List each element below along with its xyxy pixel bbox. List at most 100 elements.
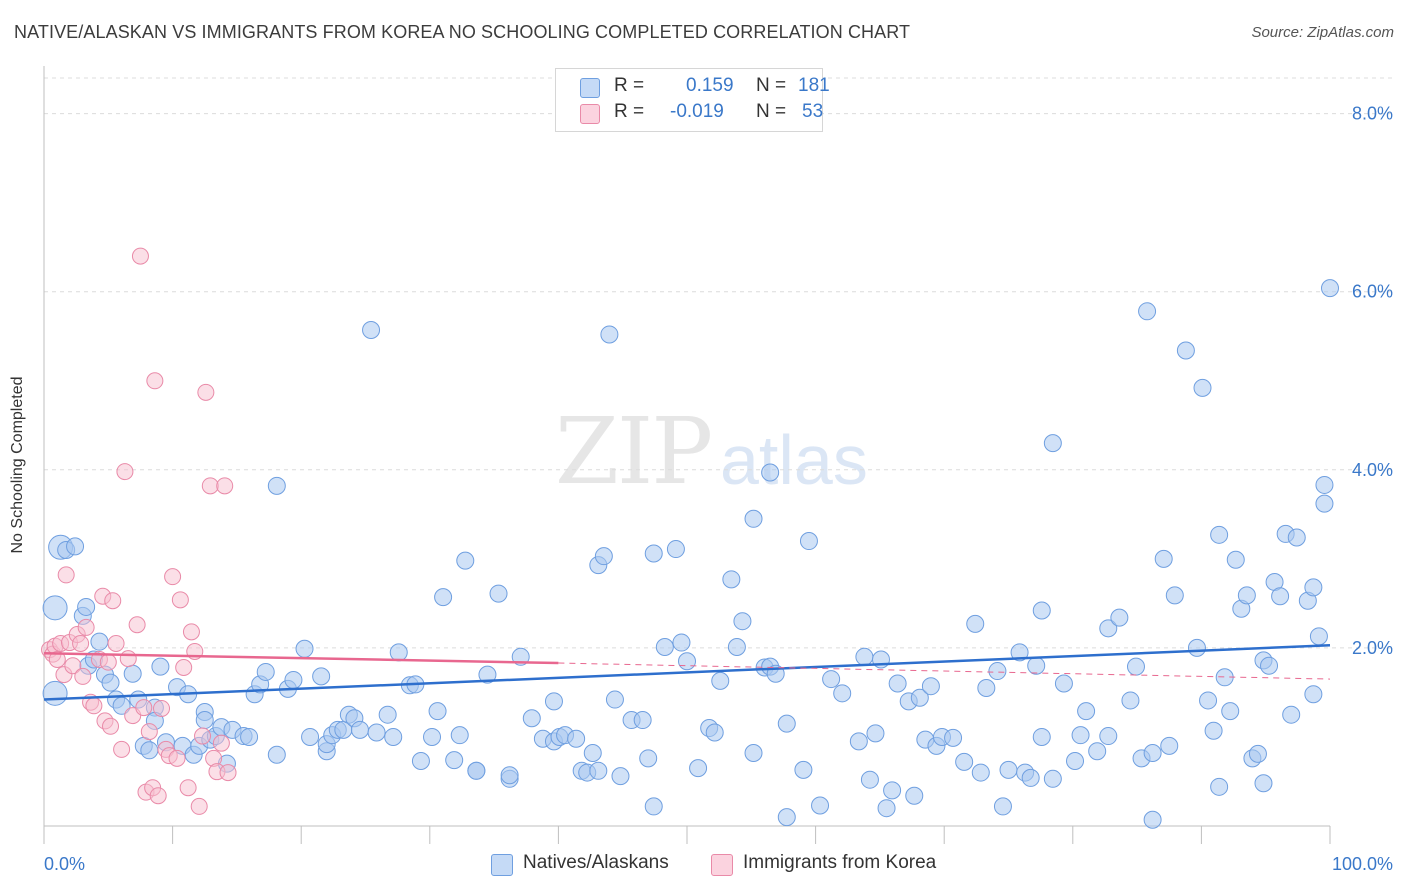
native-point: [1271, 587, 1290, 606]
korea-point: [85, 697, 103, 715]
native-point: [1043, 769, 1062, 788]
native-point: [1226, 550, 1245, 569]
native-point: [428, 702, 447, 721]
native-point: [284, 670, 303, 689]
native-point: [1021, 768, 1040, 787]
native-point: [434, 588, 453, 607]
korea-point: [99, 653, 117, 671]
native-point: [993, 797, 1012, 816]
korea-trend-extension: [558, 662, 1331, 680]
native-point: [267, 745, 286, 764]
native-point: [445, 751, 464, 770]
native-point: [1066, 751, 1085, 770]
native-point: [855, 647, 874, 666]
legend-r-value: 0.159: [686, 75, 734, 96]
korea-point: [104, 592, 122, 610]
native-point: [1054, 674, 1073, 693]
native-point: [1193, 378, 1212, 397]
native-point: [42, 680, 68, 706]
legend-swatch-natives: [580, 78, 600, 98]
korea-point: [64, 657, 82, 675]
native-point: [295, 639, 314, 658]
watermark-atlas: atlas: [720, 421, 868, 499]
native-point: [633, 711, 652, 730]
native-point: [1071, 726, 1090, 745]
korea-point: [128, 616, 146, 634]
native-point: [389, 643, 408, 662]
x-tick-label-max: 100.0%: [1332, 854, 1393, 874]
native-point: [1126, 657, 1145, 676]
native-point: [350, 720, 369, 739]
legend-swatch-korea: [580, 104, 600, 124]
korea-point: [212, 734, 230, 752]
native-point: [423, 727, 442, 746]
native-point: [1315, 494, 1334, 513]
native-point: [1187, 638, 1206, 657]
native-point: [1237, 586, 1256, 605]
bottom-legend-swatch-korea: [711, 854, 733, 876]
native-point: [1110, 608, 1129, 627]
native-point: [1248, 744, 1267, 763]
korea-point: [201, 477, 219, 495]
native-point: [267, 476, 286, 495]
korea-point: [194, 727, 212, 745]
native-point: [1143, 743, 1162, 762]
native-point: [90, 632, 109, 651]
native-point: [1121, 691, 1140, 710]
native-point: [1077, 702, 1096, 721]
native-point: [988, 662, 1007, 681]
y-tick-label: 8.0%: [1352, 104, 1393, 124]
native-point: [1309, 627, 1328, 646]
korea-point: [216, 477, 234, 495]
native-point: [955, 752, 974, 771]
native-point: [1138, 302, 1157, 321]
native-point: [594, 547, 613, 566]
korea-point: [74, 667, 92, 685]
native-point: [450, 726, 469, 745]
native-point: [672, 633, 691, 652]
native-point: [467, 761, 486, 780]
native-point: [883, 781, 902, 800]
korea-point: [119, 650, 137, 668]
source-label: Source: ZipAtlas.com: [1251, 24, 1394, 41]
y-tick-label: 6.0%: [1352, 282, 1393, 302]
korea-point: [113, 740, 131, 758]
native-point: [1165, 586, 1184, 605]
native-point: [544, 692, 563, 711]
korea-point: [197, 383, 215, 401]
chart-title: NATIVE/ALASKAN VS IMMIGRANTS FROM KOREA …: [14, 22, 911, 42]
native-point: [140, 741, 159, 760]
native-point: [1010, 643, 1029, 662]
korea-point: [175, 658, 193, 676]
native-point: [722, 570, 741, 589]
native-point: [500, 766, 519, 785]
native-point: [811, 796, 830, 815]
legend-r-label: R =: [614, 75, 645, 96]
native-point: [1160, 736, 1179, 755]
native-point: [101, 673, 120, 692]
native-point: [860, 770, 879, 789]
korea-trend-line: [43, 651, 559, 665]
native-point: [1176, 341, 1195, 360]
korea-point: [171, 591, 189, 609]
bottom-legend-swatch-natives: [491, 854, 513, 876]
korea-point: [149, 787, 167, 805]
native-point: [600, 325, 619, 344]
native-point: [195, 711, 214, 730]
korea-point: [168, 749, 186, 767]
native-point: [888, 674, 907, 693]
native-point: [66, 537, 85, 556]
native-point: [1099, 619, 1118, 638]
korea-point: [190, 797, 208, 815]
native-point: [240, 727, 259, 746]
native-point: [777, 714, 796, 733]
korea-point: [153, 699, 171, 717]
y-tick-label: 4.0%: [1352, 460, 1393, 480]
native-point: [1043, 434, 1062, 453]
native-point: [678, 652, 696, 671]
native-point: [1027, 656, 1046, 675]
native-point: [822, 670, 841, 689]
native-point: [705, 723, 724, 742]
native-point: [799, 532, 818, 551]
native-point: [378, 705, 397, 724]
